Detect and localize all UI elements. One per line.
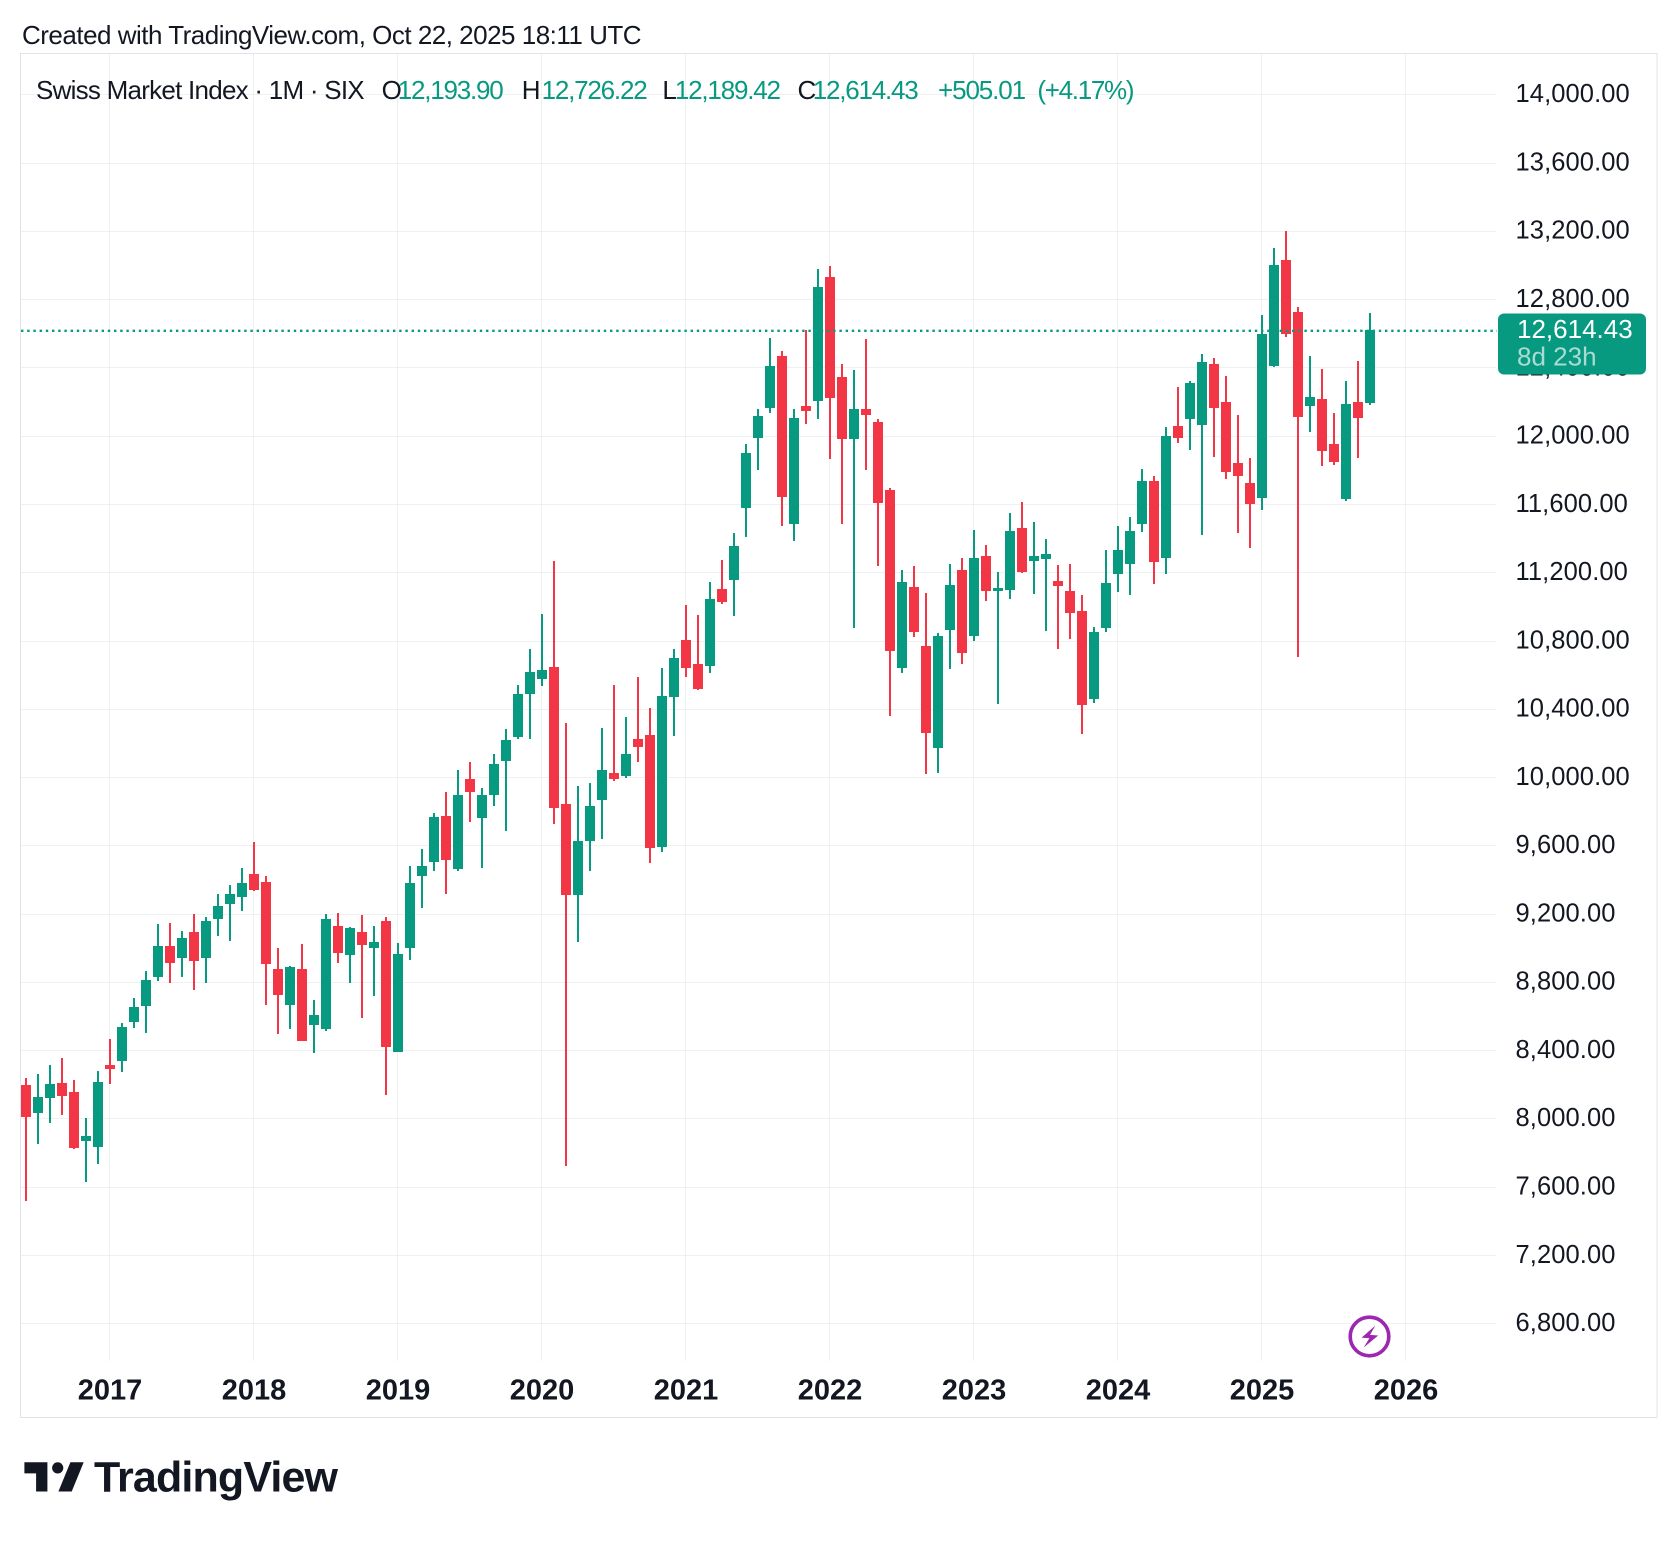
svg-text:8,800.00: 8,800.00 [1516,968,1616,996]
svg-text:2021: 2021 [654,1375,719,1407]
svg-text:2020: 2020 [510,1375,575,1407]
svg-text:8,000.00: 8,000.00 [1516,1104,1616,1132]
svg-text:9,600.00: 9,600.00 [1516,831,1616,859]
svg-text:2023: 2023 [942,1375,1007,1407]
svg-text:2019: 2019 [366,1375,431,1407]
svg-text:13,200.00: 13,200.00 [1516,217,1630,245]
svg-text:2024: 2024 [1086,1375,1151,1407]
svg-text:12,000.00: 12,000.00 [1516,422,1630,450]
svg-text:10,000.00: 10,000.00 [1516,763,1630,791]
svg-text:7,600.00: 7,600.00 [1516,1173,1616,1201]
svg-text:2026: 2026 [1374,1375,1439,1407]
svg-text:10,400.00: 10,400.00 [1516,695,1630,723]
svg-text:Created with TradingView.com,: Created with TradingView.com, Oct 22, 20… [22,20,641,50]
svg-text:2018: 2018 [222,1375,287,1407]
svg-text:10,800.00: 10,800.00 [1516,626,1630,654]
svg-text:TradingView: TradingView [94,1454,339,1502]
svg-text:13,600.00: 13,600.00 [1516,149,1630,177]
svg-text:2017: 2017 [78,1375,143,1407]
svg-text:7,200.00: 7,200.00 [1516,1241,1616,1269]
svg-text:8d 23h: 8d 23h [1517,342,1597,372]
svg-text:9,200.00: 9,200.00 [1516,899,1616,927]
svg-text:2025: 2025 [1230,1375,1295,1407]
svg-text:11,200.00: 11,200.00 [1516,558,1628,586]
svg-text:14,000.00: 14,000.00 [1516,80,1630,108]
svg-text:6,800.00: 6,800.00 [1516,1309,1616,1337]
svg-text:2022: 2022 [798,1375,863,1407]
svg-text:12,800.00: 12,800.00 [1516,285,1630,313]
svg-text:11,600.00: 11,600.00 [1516,490,1628,518]
svg-text:12,614.43: 12,614.43 [1517,314,1633,344]
svg-text:8,400.00: 8,400.00 [1516,1036,1616,1064]
